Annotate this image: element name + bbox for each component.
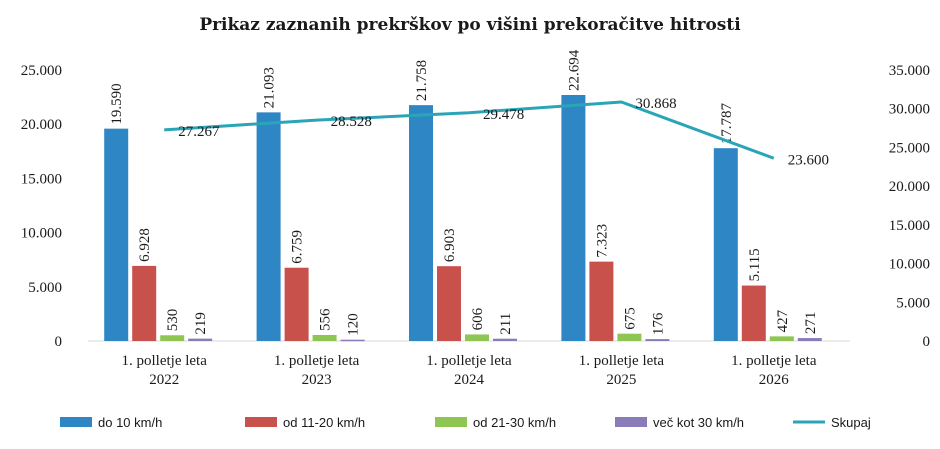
category-label: 1. polletje leta 2026	[731, 353, 817, 388]
bar-data-label: 271	[803, 312, 819, 335]
bar-data-label: 427	[775, 309, 791, 332]
category-label-line: 1. polletje leta	[579, 353, 665, 369]
bar	[617, 333, 642, 341]
bar-data-label: 606	[470, 307, 486, 330]
right-axis-tick-label: 30.000	[889, 102, 930, 118]
series-line	[164, 100, 775, 160]
category-label-line: 2024	[454, 372, 485, 388]
bar	[312, 334, 337, 341]
left-axis-tick-label: 15.000	[21, 171, 62, 187]
bar	[797, 338, 822, 341]
legend-swatch	[615, 417, 647, 427]
bar	[465, 334, 489, 341]
category-label-line: 2022	[149, 372, 179, 388]
bar	[132, 265, 157, 341]
left-axis: 0 5.000 10.000 15.000 20.000 25.000	[21, 63, 62, 350]
bar-data-label: 176	[650, 312, 666, 335]
total-line: 27.267 28.528 29.478 30.868 23.600	[164, 96, 829, 168]
legend: do 10 km/h od 11-20 km/h od 21-30 km/h več …	[60, 415, 871, 430]
bar-data-label: 120	[346, 313, 362, 336]
bar-data-label: 219	[193, 312, 209, 335]
line-data-label: 23.600	[788, 152, 829, 168]
line-data-label: 27.267	[178, 124, 220, 140]
bar-data-label: 6.928	[137, 228, 153, 262]
bar	[589, 261, 614, 341]
bar	[256, 112, 281, 341]
line-data-label: 30.868	[635, 96, 676, 112]
legend-label: Skupaj	[831, 415, 871, 430]
category-label: 1. polletje leta 2023	[274, 353, 360, 388]
bar	[769, 336, 794, 341]
bar	[713, 148, 738, 341]
bar-data-label: 6.759	[290, 230, 306, 264]
line-data-label: 29.478	[483, 107, 524, 123]
bar-data-label: 675	[622, 307, 638, 330]
bar	[104, 128, 129, 341]
category-label-line: 2023	[302, 372, 332, 388]
category-label-line: 1. polletje leta	[274, 353, 360, 369]
legend-label: več kot 30 km/h	[653, 415, 744, 430]
category-label-line: 1. polletje leta	[122, 353, 208, 369]
bar	[437, 266, 461, 341]
right-axis-tick-label: 5.000	[896, 295, 930, 311]
left-axis-tick-label: 0	[55, 334, 63, 350]
category-labels: 1. polletje leta 2022 1. polletje leta 2023…	[122, 353, 817, 388]
bar-data-label: 556	[318, 308, 334, 331]
bar-data-label: 211	[498, 313, 514, 335]
legend-label: do 10 km/h	[98, 415, 162, 430]
bar-data-label: 21.758	[414, 60, 430, 101]
bar	[561, 94, 586, 341]
right-axis: 0 5.000 10.000 15.000 20.000 25.000 30.000 35.0…	[889, 63, 930, 350]
bar-data-label: 19.590	[109, 83, 125, 124]
bar-data-label: 6.903	[442, 228, 458, 262]
category-label: 1. polletje leta 2025	[579, 353, 665, 388]
bar	[340, 339, 365, 342]
category-label-line: 1. polletje leta	[731, 353, 817, 369]
bar	[741, 285, 766, 341]
bar-data-label: 21.093	[262, 67, 278, 108]
legend-label: od 11-20 km/h	[283, 415, 365, 430]
bar	[409, 105, 433, 341]
category-label-line: 2026	[759, 372, 790, 388]
bar-data-label: 530	[165, 309, 181, 332]
bar	[188, 338, 213, 341]
bar-data-label: 17.787	[719, 102, 735, 144]
right-axis-tick-label: 10.000	[889, 257, 930, 273]
legend-label: od 21-30 km/h	[473, 415, 556, 430]
left-axis-tick-label: 20.000	[21, 117, 62, 133]
bar-data-label: 7.323	[594, 224, 610, 258]
bar	[493, 338, 517, 341]
left-axis-tick-label: 5.000	[28, 280, 62, 296]
right-axis-tick-label: 35.000	[889, 63, 930, 79]
right-axis-tick-label: 25.000	[889, 140, 930, 156]
category-label-line: 1. polletje leta	[426, 353, 512, 369]
category-label: 1. polletje leta 2022	[122, 353, 208, 388]
legend-swatch	[435, 417, 467, 427]
bar-data-label: 5.115	[747, 248, 763, 281]
line-data-label: 28.528	[331, 114, 372, 130]
bar	[160, 335, 185, 341]
bar	[284, 267, 309, 341]
right-axis-tick-label: 15.000	[889, 218, 930, 234]
chart-title: Prikaz zaznanih prekrškov po višini prek…	[199, 15, 741, 35]
category-label: 1. polletje leta 2024	[426, 353, 512, 388]
bar-marks: 19.590 6.928 530 219 21.093 6.759 556 120 21.758…	[88, 49, 850, 342]
legend-swatch	[60, 417, 92, 427]
bar-data-label: 22.694	[566, 49, 582, 91]
left-axis-tick-label: 10.000	[21, 226, 62, 242]
legend-swatch	[245, 417, 277, 427]
right-axis-tick-label: 20.000	[889, 179, 930, 195]
bar	[645, 339, 670, 341]
category-label-line: 2025	[606, 372, 636, 388]
left-axis-tick-label: 25.000	[21, 63, 62, 79]
right-axis-tick-label: 0	[923, 334, 931, 350]
